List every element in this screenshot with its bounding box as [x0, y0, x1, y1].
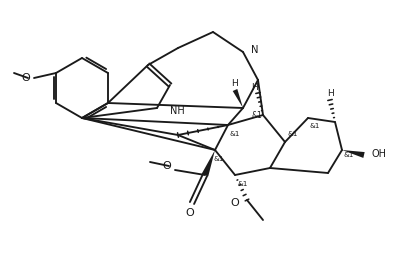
Text: H: H [252, 83, 258, 92]
Text: OH: OH [372, 149, 387, 159]
Text: &1: &1 [344, 152, 354, 158]
Text: O: O [186, 208, 194, 218]
Text: &1: &1 [287, 131, 297, 137]
Polygon shape [202, 150, 215, 176]
Text: H: H [231, 79, 238, 87]
Text: O: O [21, 73, 30, 83]
Text: &1: &1 [310, 123, 320, 129]
Text: O: O [162, 161, 171, 171]
Text: N: N [251, 45, 258, 55]
Text: O: O [230, 198, 239, 208]
Polygon shape [233, 89, 243, 108]
Text: &1: &1 [230, 131, 240, 137]
Text: &1: &1 [213, 156, 223, 162]
Text: H: H [327, 89, 333, 99]
Text: NH: NH [170, 106, 185, 116]
Text: &1: &1 [251, 112, 262, 120]
Polygon shape [342, 150, 365, 158]
Text: &1: &1 [237, 181, 247, 187]
